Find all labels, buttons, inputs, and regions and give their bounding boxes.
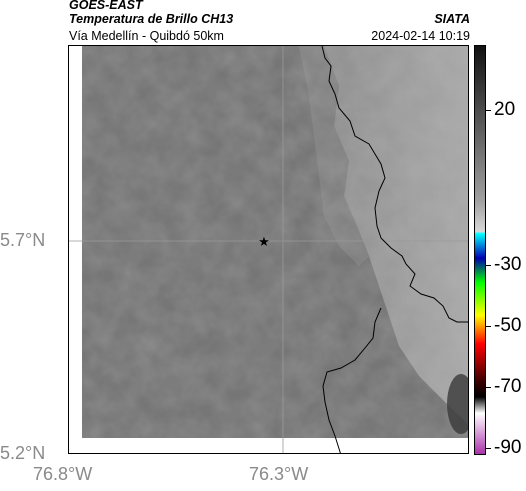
colorbar-tick	[486, 448, 491, 449]
colorbar-gradient	[475, 46, 485, 454]
boundary-line-north	[321, 46, 468, 323]
title-satellite: GOES-EAST	[69, 0, 143, 12]
colorbar-tick	[486, 265, 491, 266]
agency-label: SIATA	[434, 12, 470, 26]
colorbar-tick	[486, 387, 491, 388]
lat-label-lower: 5.2°N	[0, 443, 46, 463]
map-panel: ★	[68, 45, 469, 454]
colorbar-label: -70	[494, 376, 522, 397]
title-product: Temperatura de Brillo CH13	[69, 12, 234, 26]
lon-label-east: 76.3°W	[249, 464, 309, 484]
cloud-texture	[82, 46, 468, 438]
colorbar-label: -50	[494, 315, 522, 336]
colorbar-tick	[486, 326, 491, 327]
colorbar-tick	[486, 110, 491, 111]
colorbar-label: 20	[494, 99, 516, 120]
lat-label-upper: 5.7°N	[0, 230, 46, 250]
timestamp: 2024-02-14 10:19	[371, 29, 470, 43]
star-marker: ★	[258, 235, 270, 250]
lon-label-west: 76.8°W	[33, 464, 93, 484]
colorbar-label: -30	[494, 254, 522, 275]
map-graphic: ★	[69, 46, 468, 453]
colorbar	[474, 45, 486, 455]
colorbar-label: -90	[494, 437, 522, 458]
boundary-line-south	[322, 307, 382, 453]
subtitle-region: Vía Medellín - Quibdó 50km	[69, 29, 224, 43]
cold-cloud-patch	[447, 374, 468, 434]
